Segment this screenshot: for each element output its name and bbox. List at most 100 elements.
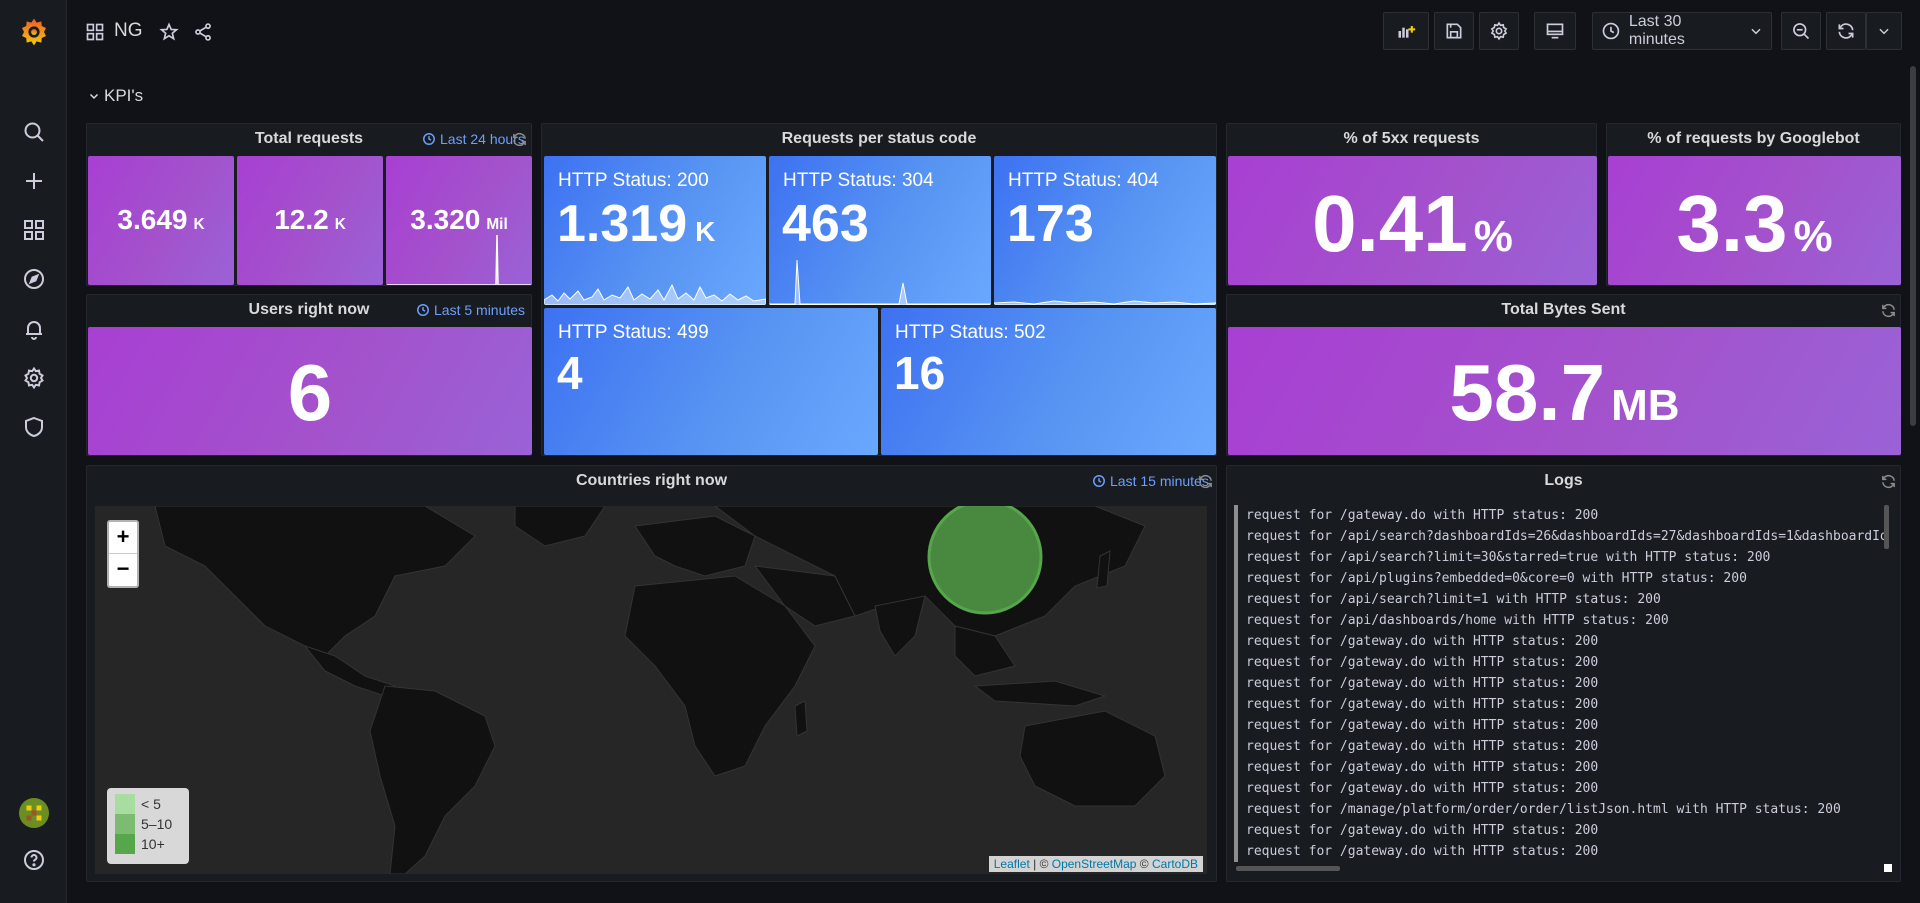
map-attribution: Leaflet | © OpenStreetMap © CartoDB — [988, 856, 1203, 872]
log-line[interactable]: request for /gateway.do with HTTP status… — [1234, 841, 1886, 862]
gear-icon — [1490, 21, 1508, 41]
refresh-icon[interactable] — [511, 131, 528, 148]
compass-icon — [23, 269, 44, 289]
dashboards-button[interactable] — [0, 208, 67, 252]
refresh-icon[interactable] — [1880, 302, 1897, 319]
legend-swatch — [115, 834, 135, 854]
shield-icon — [24, 416, 43, 438]
panel-title[interactable]: Total Bytes Sent — [1501, 301, 1626, 318]
zoom-out-button[interactable]: − — [116, 556, 130, 581]
stat-pct-googlebot[interactable]: 3.3% — [1608, 156, 1901, 285]
panel-title[interactable]: Users right now — [248, 301, 370, 318]
bell-icon — [25, 321, 42, 340]
refresh-interval-dropdown[interactable] — [1866, 12, 1902, 50]
log-line[interactable]: request for /gateway.do with HTTP status… — [1234, 778, 1886, 799]
log-line[interactable]: request for /manage/platform/order/order… — [1234, 799, 1886, 820]
stat-status-499[interactable]: HTTP Status: 499 4 — [544, 308, 878, 455]
stat-status-304[interactable]: HTTP Status: 304 463 — [769, 156, 991, 305]
log-line[interactable]: request for /gateway.do with HTTP status… — [1234, 694, 1886, 715]
configuration-button[interactable] — [0, 356, 67, 400]
log-line[interactable]: request for /gateway.do with HTTP status… — [1234, 757, 1886, 778]
log-line[interactable]: request for /gateway.do with HTTP status… — [1234, 505, 1886, 526]
cartodb-link[interactable]: CartoDB — [1151, 857, 1198, 871]
explore-button[interactable] — [0, 257, 67, 301]
stat-value: 3.320 Mil — [410, 204, 508, 235]
panel-title[interactable]: Requests per status code — [781, 130, 977, 147]
log-vertical-scrollbar[interactable] — [1884, 505, 1889, 549]
panel-total-bytes-sent: Total Bytes Sent 58.7 MB — [1226, 294, 1901, 456]
stat-status-404[interactable]: HTTP Status: 404 173 — [994, 156, 1216, 305]
tv-mode-button[interactable] — [1534, 12, 1576, 50]
save-dashboard-button[interactable] — [1434, 12, 1474, 50]
alerting-button[interactable] — [0, 307, 67, 351]
log-line[interactable]: request for /gateway.do with HTTP status… — [1234, 652, 1886, 673]
grafana-logo[interactable] — [0, 10, 67, 54]
zoom-out-time-button[interactable] — [1781, 12, 1821, 50]
search-button[interactable] — [0, 110, 67, 154]
legend-swatch — [115, 814, 135, 834]
share-button[interactable] — [192, 21, 214, 43]
log-line[interactable]: request for /gateway.do with HTTP status… — [1234, 715, 1886, 736]
create-button[interactable] — [0, 159, 67, 203]
stat-total-requests-2[interactable]: 12.2 K — [237, 156, 383, 285]
user-avatar[interactable] — [0, 791, 67, 835]
openstreetmap-link[interactable]: OpenStreetMap — [1051, 857, 1137, 871]
world-map[interactable]: + − < 5 5–10 10+ Leaflet | © OpenStreetM… — [95, 506, 1207, 874]
log-line[interactable]: request for /gateway.do with HTTP status… — [1234, 673, 1886, 694]
stat-status-200[interactable]: HTTP Status: 200 1.319 K — [544, 156, 766, 305]
time-picker[interactable]: Last 30 minutes — [1592, 12, 1772, 50]
stat-status-502[interactable]: HTTP Status: 502 16 — [881, 308, 1216, 455]
log-line[interactable]: request for /api/search?limit=1 with HTT… — [1234, 589, 1886, 610]
dashboard-grid-icon[interactable] — [85, 22, 105, 42]
refresh-icon[interactable] — [1197, 473, 1214, 490]
log-line[interactable]: request for /gateway.do with HTTP status… — [1234, 631, 1886, 652]
panel-title[interactable]: Logs — [1544, 472, 1583, 489]
chevron-down-icon — [89, 93, 99, 100]
log-horizontal-scrollbar[interactable] — [1236, 866, 1340, 871]
log-line[interactable]: request for /api/dashboards/home with HT… — [1234, 610, 1886, 631]
panel-title[interactable]: Countries right now — [575, 472, 728, 489]
share-icon — [195, 23, 211, 41]
stat-total-requests-3[interactable]: 3.320 Mil — [386, 156, 532, 285]
dashboard-settings-button[interactable] — [1479, 12, 1519, 50]
panel-time-info: Last 5 minutes — [416, 302, 525, 318]
panel-title[interactable]: % of requests by Googlebot — [1647, 130, 1860, 147]
log-line[interactable]: request for /api/search?dashboardIds=26&… — [1234, 526, 1886, 547]
sidebar — [0, 0, 67, 903]
log-line[interactable]: request for /gateway.do with HTTP status… — [1234, 736, 1886, 757]
log-line[interactable]: request for /api/search?limit=30&starred… — [1234, 547, 1886, 568]
panel-pct-5xx: % of 5xx requests 0.41% — [1226, 123, 1597, 286]
stat-total-bytes-sent[interactable]: 58.7 MB — [1228, 327, 1901, 455]
stat-label: HTTP Status: 499 — [558, 322, 709, 343]
zoom-in-button[interactable]: + — [109, 522, 137, 554]
panel-title[interactable]: % of 5xx requests — [1343, 130, 1480, 147]
log-line[interactable]: request for /gateway.do with HTTP status… — [1234, 820, 1886, 841]
log-list[interactable]: request for /gateway.do with HTTP status… — [1234, 505, 1886, 865]
stat-value: 463 — [782, 195, 869, 253]
time-info-label: Last 5 minutes — [434, 302, 526, 318]
stat-pct-5xx[interactable]: 0.41% — [1228, 156, 1597, 285]
panel-title[interactable]: Total requests — [254, 130, 364, 147]
refresh-button[interactable] — [1826, 12, 1866, 50]
log-line[interactable]: request for /api/plugins?embedded=0&core… — [1234, 568, 1886, 589]
zoom-out-icon — [1793, 23, 1810, 40]
stat-label: HTTP Status: 304 — [783, 170, 934, 191]
help-icon — [23, 850, 44, 870]
chevron-down-icon — [1751, 28, 1761, 35]
stat-total-requests-1[interactable]: 3.649 K — [88, 156, 234, 285]
leaflet-link[interactable]: Leaflet — [993, 857, 1030, 871]
stat-users-right-now[interactable]: 6 — [88, 327, 532, 455]
save-icon — [1446, 23, 1462, 39]
page-scrollbar[interactable] — [1910, 66, 1916, 426]
sparkline — [769, 259, 991, 305]
stat-value: 173 — [1007, 195, 1094, 253]
row-header[interactable]: KPI's — [88, 86, 143, 106]
server-admin-button[interactable] — [0, 405, 67, 449]
help-button[interactable] — [0, 838, 67, 882]
sparkline — [386, 234, 532, 285]
add-panel-button[interactable] — [1383, 12, 1429, 50]
dashboard-title[interactable]: NG — [114, 20, 143, 41]
star-button[interactable] — [158, 21, 180, 43]
panel-time-info: Last 15 minutes — [1092, 473, 1209, 489]
refresh-icon[interactable] — [1880, 473, 1897, 490]
